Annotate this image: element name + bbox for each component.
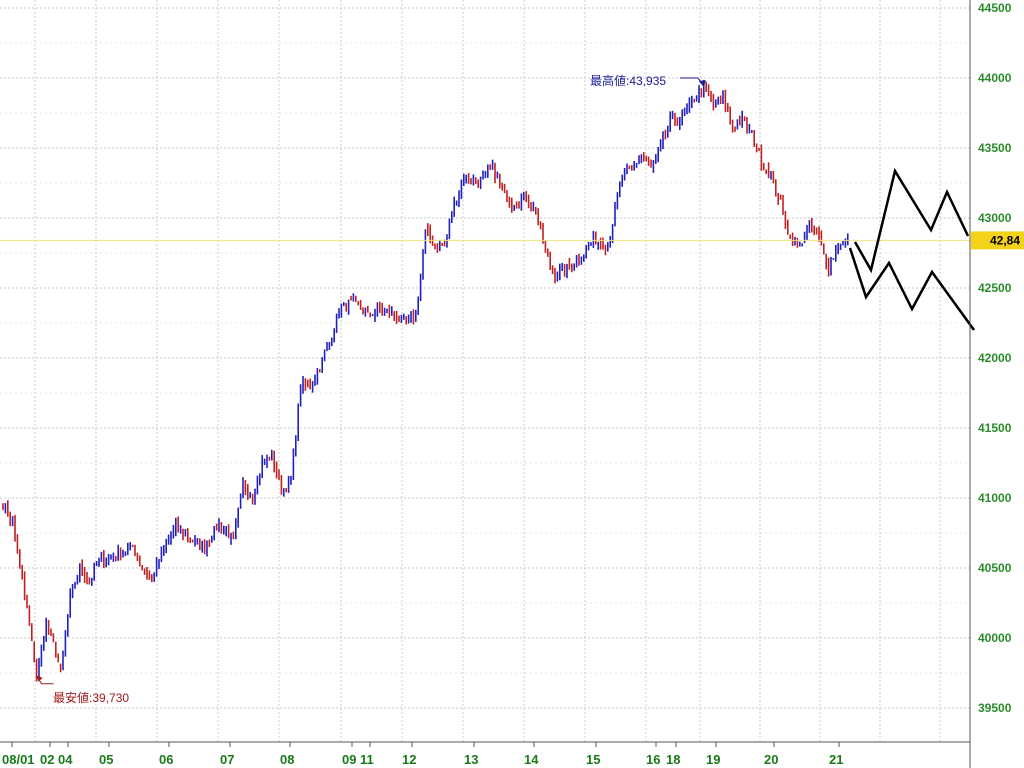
y-tick-label: 40500 <box>978 561 1012 575</box>
x-tick-label: 13 <box>464 752 478 767</box>
x-axis: 08/01 02 04 05 06 07 08 09 11 12 13 14 15 16 18 19 20 21 <box>0 741 970 767</box>
annotation-low: 最安値:39,730 <box>53 690 129 705</box>
y-tick-label: 43500 <box>978 141 1012 155</box>
annotation-high: 最高値:43,935 <box>590 73 666 88</box>
candlestick-series <box>2 79 849 682</box>
y-tick-label: 44500 <box>978 1 1012 15</box>
y-tick-label: 40000 <box>978 631 1012 645</box>
annotation-high-arrow <box>698 80 706 88</box>
x-tick-label: 04 <box>58 752 73 767</box>
x-tick-label: 21 <box>829 752 843 767</box>
grid-lines <box>0 0 970 742</box>
x-tick-label: 05 <box>99 752 113 767</box>
projection-line-upper <box>853 167 970 274</box>
x-tick-label: 18 <box>666 752 680 767</box>
x-tick-label: 09 <box>342 752 356 767</box>
y-tick-label: 43000 <box>978 211 1012 225</box>
y-tick-label: 42500 <box>978 281 1012 295</box>
y-tick-label: 41500 <box>978 421 1012 435</box>
y-tick-label: 44000 <box>978 71 1012 85</box>
x-tick-label: 12 <box>402 752 416 767</box>
x-tick-label: 14 <box>524 752 539 767</box>
x-tick-label: 15 <box>586 752 600 767</box>
projection-line-lower <box>848 247 976 331</box>
x-tick-label: 19 <box>706 752 720 767</box>
x-tick-label: 08 <box>280 752 294 767</box>
last-price-label: 42,84 <box>990 233 1020 247</box>
overlays: 42,84 <box>0 77 1024 685</box>
y-tick-label: 42000 <box>978 351 1012 365</box>
x-tick-label: 06 <box>159 752 173 767</box>
annotation-low-arrow <box>36 675 43 682</box>
last-price-box <box>971 231 1024 250</box>
y-tick-label: 39500 <box>978 701 1012 715</box>
y-tick-label: 41000 <box>978 491 1012 505</box>
y-axis: 39500 40000 40500 41000 41500 42000 42500 43000… <box>969 0 1012 768</box>
x-tick-label: 16 <box>646 752 660 767</box>
x-tick-label: 08/01 <box>2 752 35 767</box>
x-tick-label: 07 <box>220 752 234 767</box>
x-tick-label: 11 <box>360 752 374 767</box>
x-tick-label: 02 <box>40 752 54 767</box>
x-tick-label: 20 <box>764 752 778 767</box>
